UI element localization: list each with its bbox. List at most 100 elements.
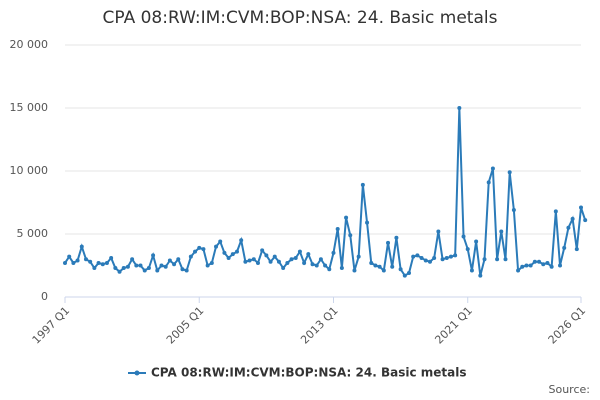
data-point xyxy=(369,260,374,265)
data-point xyxy=(528,263,533,268)
data-point xyxy=(251,257,256,262)
data-point xyxy=(113,266,118,271)
data-point xyxy=(260,248,265,253)
data-point xyxy=(302,260,307,265)
data-point xyxy=(419,255,424,260)
data-point xyxy=(176,257,181,262)
data-point xyxy=(306,252,311,257)
data-point xyxy=(537,259,542,264)
data-point xyxy=(163,264,168,269)
data-point xyxy=(272,254,277,259)
data-point xyxy=(360,182,365,187)
data-point xyxy=(411,254,416,259)
data-point xyxy=(327,267,332,272)
y-tick-label: 5 000 xyxy=(17,227,49,240)
data-point xyxy=(289,257,294,262)
data-point xyxy=(285,260,290,265)
data-point xyxy=(524,263,529,268)
data-point xyxy=(142,268,147,273)
x-tick-label: 2021 Q1 xyxy=(432,304,475,347)
data-point xyxy=(117,269,122,274)
x-tick-label: 1997 Q1 xyxy=(30,304,73,347)
data-point xyxy=(373,263,378,268)
data-point xyxy=(268,259,273,264)
data-point xyxy=(352,268,357,273)
data-point xyxy=(532,259,537,264)
legend-marker xyxy=(134,370,140,376)
data-point xyxy=(226,255,231,260)
data-point xyxy=(432,255,437,260)
data-point xyxy=(453,253,458,258)
data-point xyxy=(440,257,445,262)
data-point xyxy=(423,258,428,263)
data-point xyxy=(92,266,97,271)
data-point xyxy=(344,215,349,220)
data-point xyxy=(281,266,286,271)
data-point xyxy=(461,234,466,239)
data-point xyxy=(188,254,193,259)
data-point xyxy=(566,225,571,230)
y-tick-label: 20 000 xyxy=(10,38,49,51)
y-tick-label: 10 000 xyxy=(10,164,49,177)
data-point xyxy=(314,263,319,268)
data-point xyxy=(63,260,67,265)
data-point xyxy=(465,247,470,252)
data-point xyxy=(71,260,76,265)
data-point xyxy=(255,260,260,265)
data-point xyxy=(193,249,198,254)
data-point xyxy=(427,259,432,264)
data-point xyxy=(230,252,235,257)
data-point xyxy=(381,268,386,273)
data-point xyxy=(293,255,298,260)
data-point xyxy=(155,268,160,273)
data-point xyxy=(407,271,411,276)
data-point xyxy=(507,170,512,175)
data-point xyxy=(205,263,210,268)
data-point xyxy=(180,267,185,272)
data-point xyxy=(167,258,172,263)
data-point xyxy=(541,262,546,267)
data-point xyxy=(457,106,462,110)
data-point xyxy=(297,249,302,254)
data-point xyxy=(516,268,521,273)
data-point xyxy=(377,264,382,269)
data-point xyxy=(478,273,483,278)
chart-title: CPA 08:RW:IM:CVM:BOP:NSA: 24. Basic meta… xyxy=(103,8,498,28)
legend-label: CPA 08:RW:IM:CVM:BOP:NSA: 24. Basic meta… xyxy=(151,366,466,380)
data-point xyxy=(390,264,395,269)
data-point xyxy=(121,266,126,271)
data-point xyxy=(134,263,139,268)
x-tick-label: 2005 Q1 xyxy=(164,304,207,347)
data-point xyxy=(243,259,248,264)
data-point xyxy=(218,239,223,244)
series-line xyxy=(64,107,587,277)
data-point xyxy=(331,250,336,255)
data-point xyxy=(394,235,399,240)
data-point xyxy=(264,253,269,258)
data-point xyxy=(448,254,453,259)
data-point xyxy=(549,264,554,269)
data-point xyxy=(96,260,101,265)
data-point xyxy=(323,263,328,268)
data-point xyxy=(574,247,579,252)
data-point xyxy=(503,257,508,262)
data-point xyxy=(151,253,156,258)
data-point xyxy=(247,258,252,263)
data-point xyxy=(583,218,588,223)
data-point xyxy=(109,255,114,260)
data-point xyxy=(138,263,143,268)
data-point xyxy=(214,244,219,249)
x-tick-label: 2013 Q1 xyxy=(298,304,341,347)
data-point xyxy=(490,166,495,171)
data-point xyxy=(88,259,93,264)
y-tick-label: 0 xyxy=(41,290,48,303)
data-point xyxy=(201,247,206,252)
data-point xyxy=(67,254,72,259)
data-point xyxy=(356,254,361,259)
data-point xyxy=(184,268,189,273)
data-point xyxy=(444,255,449,260)
data-point xyxy=(172,262,177,267)
data-point xyxy=(100,262,105,267)
data-point xyxy=(402,273,407,278)
